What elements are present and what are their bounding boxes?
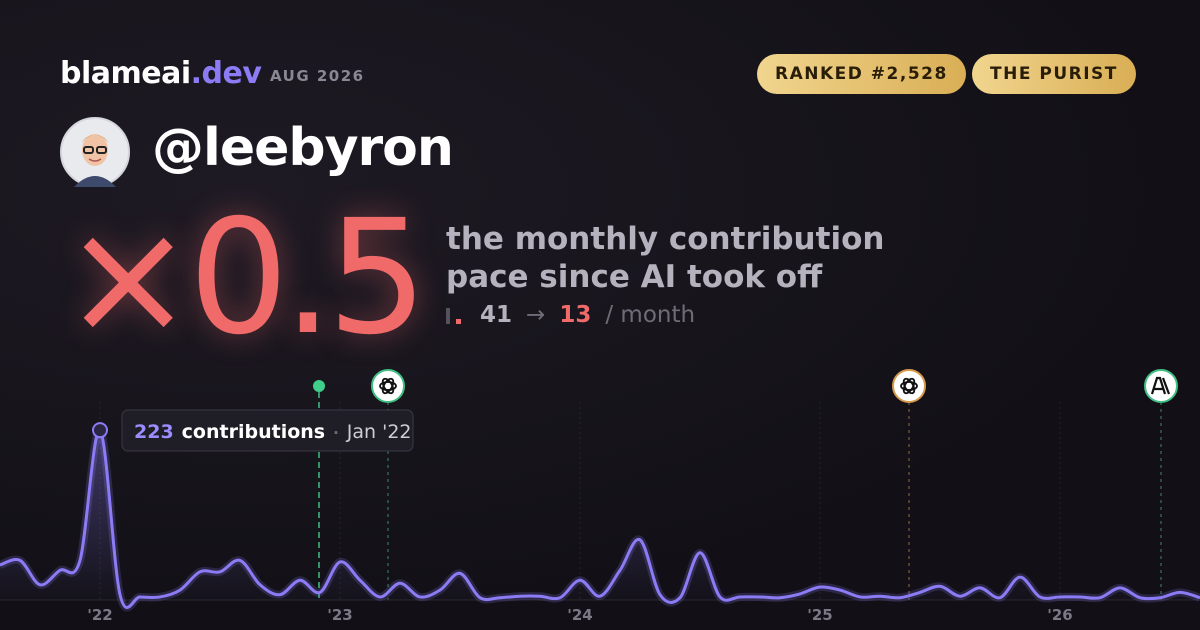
tooltip-box: [121, 409, 414, 452]
brand: blameai.dev: [60, 56, 262, 91]
description-line: pace since AI took off: [446, 259, 823, 295]
event-dot: [313, 380, 325, 392]
pace: 41 → 13 / month: [446, 302, 695, 328]
tooltip-text: 223 contributions · Jan '22: [134, 421, 412, 443]
x-tick-label: '26: [1047, 606, 1072, 624]
tooltip-value: 223: [134, 421, 174, 443]
multiplier: ×0.5: [62, 186, 428, 370]
pace-after: 13: [559, 302, 592, 328]
x-tick-label: '23: [327, 606, 352, 624]
tooltip: 223 contributions · Jan '22: [121, 409, 414, 452]
tooltip-date: Jan '22: [346, 421, 412, 443]
x-tick-label: '22: [87, 606, 112, 624]
description: the monthly contribution pace since AI to…: [446, 220, 884, 296]
handle: @leebyron: [152, 118, 454, 178]
title-badge: THE PURIST: [972, 54, 1136, 94]
openai-icon: [892, 369, 926, 403]
rank-badge: RANKED #2,528: [757, 54, 966, 94]
tooltip-label: contributions: [182, 421, 325, 443]
pace-unit: / month: [605, 302, 696, 328]
line-glow: [0, 426, 1200, 612]
description-line: the monthly contribution: [446, 221, 885, 257]
pace-arrow: →: [526, 302, 546, 328]
tooltip-sep: ·: [333, 424, 339, 442]
peak-marker: [92, 422, 108, 439]
period: AUG 2026: [270, 67, 365, 85]
brand-name: blameai: [60, 56, 191, 91]
brand-suffix: .dev: [190, 56, 262, 91]
pace-icon: [446, 308, 461, 324]
anthropic-icon: [1144, 369, 1178, 403]
pace-before: 41: [480, 302, 513, 328]
line: [0, 428, 1200, 610]
x-tick-label: '24: [567, 606, 592, 624]
openai-icon: [371, 369, 405, 403]
avatar: [60, 117, 130, 187]
event-markers: [313, 369, 1178, 600]
x-tick-label: '25: [807, 606, 832, 624]
